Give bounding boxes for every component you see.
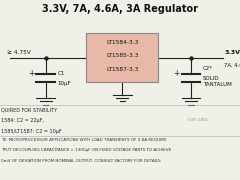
Text: LT1585-3.3: LT1585-3.3 <box>106 53 138 58</box>
Text: 10μF: 10μF <box>58 81 71 86</box>
Text: TE: MICROPROCESSOR APPLICATIONS WITH LOAD TRANSIENTS OF 3.8A REQUIRE: TE: MICROPROCESSOR APPLICATIONS WITH LOA… <box>1 137 167 141</box>
Text: 1584: C2 = 22μF,: 1584: C2 = 22μF, <box>1 118 44 123</box>
Text: TPUT DECOUPLING CAPACITANCE > 1300μF ON FIXED VOLTAGE PARTS TO ACHIEVE: TPUT DECOUPLING CAPACITANCE > 1300μF ON … <box>1 148 172 152</box>
Text: 3.3V, 7A, 4.6A, 3A Regulator: 3.3V, 7A, 4.6A, 3A Regulator <box>42 4 198 15</box>
Text: 1585/LT1587: C2 = 10μF: 1585/LT1587: C2 = 10μF <box>1 129 62 134</box>
Text: +: + <box>174 69 180 78</box>
Text: ≥ 4.75V: ≥ 4.75V <box>7 50 31 55</box>
Text: LT1584-3.3: LT1584-3.3 <box>106 40 138 44</box>
FancyBboxPatch shape <box>86 33 158 82</box>
Text: 1585 1A01: 1585 1A01 <box>187 118 208 122</box>
Text: 0mV OF DEVIATION FROM NOMINAL OUTPUT. CONSULT FACTORY FOR DETAILS: 0mV OF DEVIATION FROM NOMINAL OUTPUT. CO… <box>1 159 161 163</box>
Text: QUIRED FOR STABILITY: QUIRED FOR STABILITY <box>1 107 57 112</box>
Text: C2*: C2* <box>203 66 213 71</box>
Text: LT1587-3.3: LT1587-3.3 <box>106 67 138 72</box>
Text: 3.3V: 3.3V <box>224 50 240 55</box>
Text: C1: C1 <box>58 71 65 76</box>
Text: 7A, 4.6A, 3A: 7A, 4.6A, 3A <box>224 62 240 68</box>
Text: TANTALUM: TANTALUM <box>203 82 232 87</box>
Text: SOLID: SOLID <box>203 76 219 81</box>
Text: +: + <box>29 69 35 78</box>
